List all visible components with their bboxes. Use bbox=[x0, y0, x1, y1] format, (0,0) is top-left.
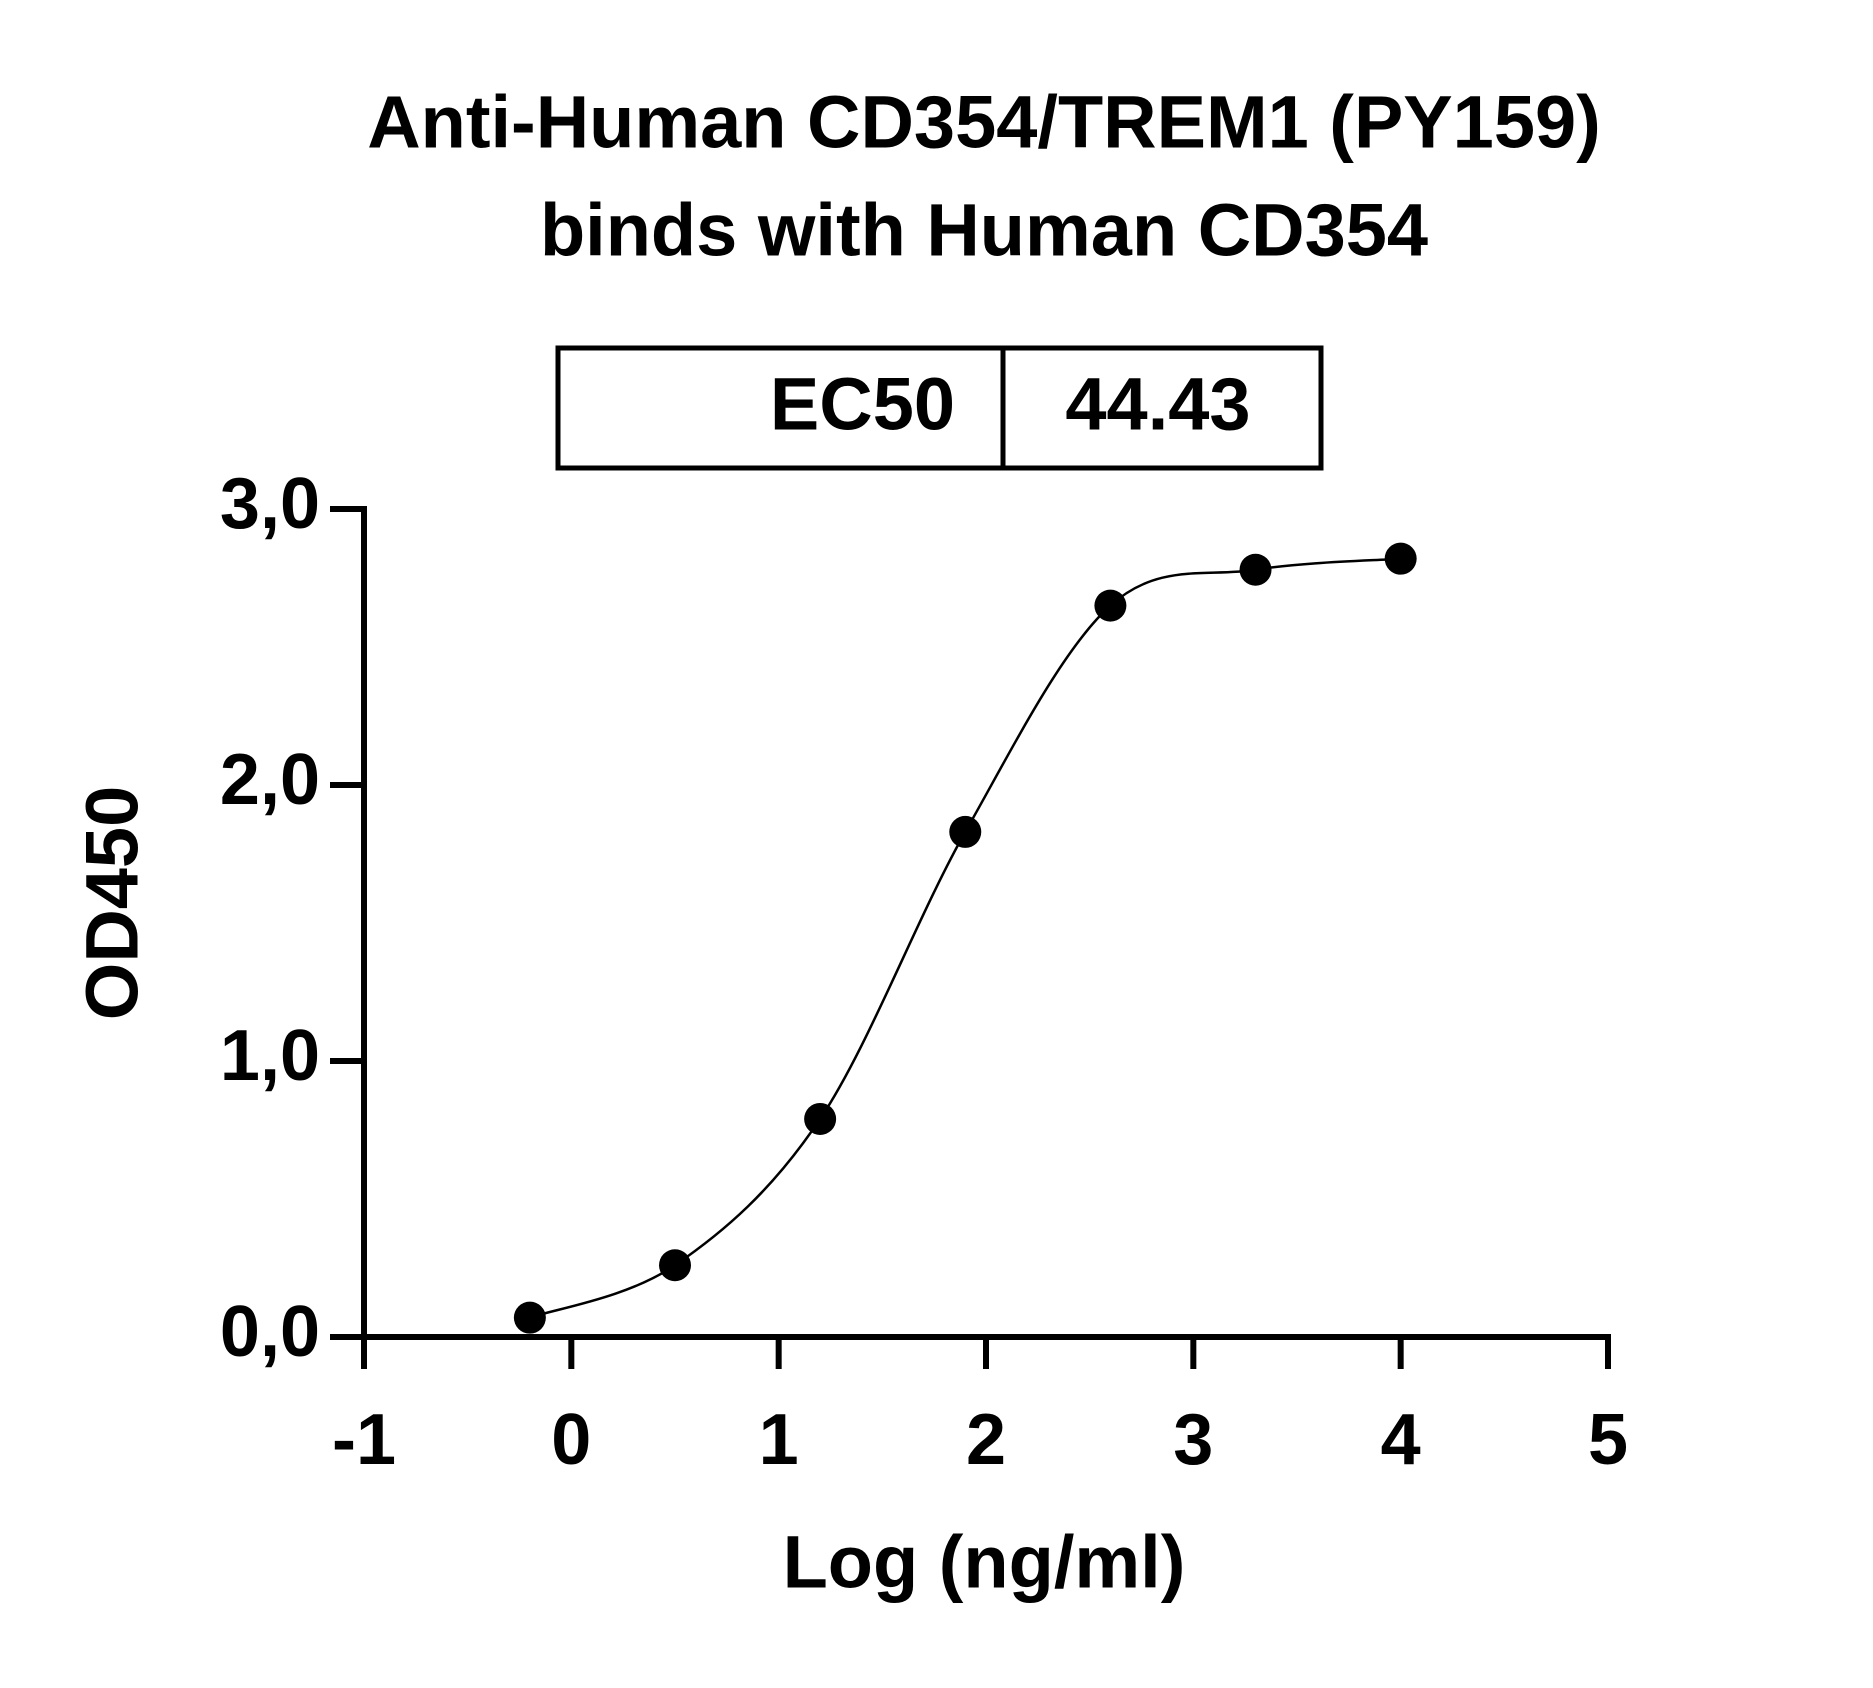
chart-title: Anti-Human CD354/TREM1 (PY159) bbox=[367, 81, 1601, 164]
ec50-table bbox=[555, 345, 1324, 471]
table-value: 44.43 bbox=[1065, 363, 1250, 446]
y-axis-label: OD450 bbox=[71, 786, 154, 1020]
data-point bbox=[513, 1301, 546, 1334]
x-tick-label: 3 bbox=[1173, 1400, 1213, 1480]
y-tick-label: 1,0 bbox=[220, 1016, 320, 1096]
x-tick-label: 1 bbox=[759, 1400, 799, 1480]
data-point bbox=[804, 1102, 837, 1135]
x-tick-label: 5 bbox=[1588, 1400, 1628, 1480]
y-tick-label: 2,0 bbox=[220, 740, 320, 820]
data-point bbox=[1094, 589, 1127, 622]
x-axis-label: Log (ng/ml) bbox=[783, 1521, 1186, 1604]
x-tick-label: -1 bbox=[332, 1400, 396, 1480]
data-point bbox=[949, 815, 982, 848]
x-tick-label: 2 bbox=[966, 1400, 1006, 1480]
table-label: EC50 bbox=[770, 363, 955, 446]
y-tick-label: 3,0 bbox=[220, 464, 320, 544]
chart-title: binds with Human CD354 bbox=[540, 189, 1428, 272]
data-point bbox=[659, 1249, 691, 1282]
x-tick-label: 4 bbox=[1381, 1400, 1421, 1480]
x-tick-label: 0 bbox=[551, 1400, 591, 1480]
data-point bbox=[1384, 542, 1417, 575]
y-tick-label: 0,0 bbox=[220, 1292, 320, 1372]
data-point bbox=[1239, 553, 1272, 586]
fit-curve bbox=[529, 557, 1401, 1319]
